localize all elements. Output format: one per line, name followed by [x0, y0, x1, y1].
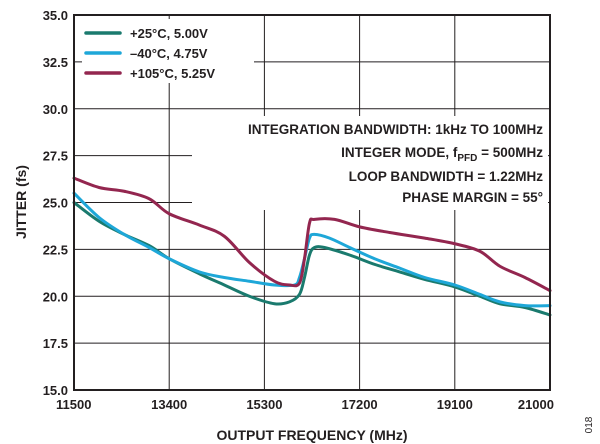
annotation-integer-mode-prefix: INTEGER MODE, f	[341, 145, 458, 160]
y-tick-label: 27.5	[43, 149, 68, 164]
annotation-integration-bandwidth: INTEGRATION BANDWIDTH: 1kHz TO 100MHz	[248, 122, 543, 137]
y-tick-label: 20.0	[43, 289, 68, 304]
legend-label-1: +25°C, 5.00V	[130, 26, 208, 41]
x-tick-label: 19100	[437, 397, 473, 412]
legend-label-3: +105°C, 5.25V	[130, 66, 215, 81]
y-axis-label: JITTER (fs)	[13, 165, 29, 239]
x-tick-label: 15300	[246, 397, 282, 412]
x-axis-label: OUTPUT FREQUENCY (MHz)	[216, 427, 407, 443]
y-tick-label: 15.0	[43, 383, 68, 398]
series-layer	[72, 176, 552, 317]
annotation-background	[192, 116, 548, 210]
plot-frame	[73, 14, 551, 391]
x-axis-ticks: 11500 13400 15300 17200 19100 21000	[56, 397, 554, 412]
y-tick-label: 35.0	[43, 8, 68, 23]
legend-label-2: –40°C, 4.75V	[130, 46, 208, 61]
annotation-pfd-subscript: PFD	[457, 153, 477, 164]
x-tick-label: 17200	[342, 397, 378, 412]
y-tick-label: 17.5	[43, 336, 68, 351]
y-tick-label: 22.5	[43, 242, 68, 257]
x-tick-label: 21000	[518, 397, 554, 412]
y-tick-label: 25.0	[43, 196, 68, 211]
legend: +25°C, 5.00V –40°C, 4.75V +105°C, 5.25V	[82, 19, 254, 83]
y-tick-label: 32.5	[43, 55, 68, 70]
series-line-3	[72, 176, 552, 293]
annotation-integer-mode-suffix: = 500MHz	[477, 145, 543, 160]
figure-id: 018	[584, 416, 595, 433]
annotation-loop-bandwidth: LOOP BANDWIDTH = 1.22MHz	[349, 169, 544, 184]
annotation-phase-margin: PHASE MARGIN = 55°	[402, 190, 543, 205]
y-axis-ticks: 15.0 17.5 20.0 22.5 25.0 27.5 30.0 32.5 35.0	[43, 8, 68, 398]
annotation-integer-mode: INTEGER MODE, fPFD = 500MHz	[341, 145, 543, 164]
annotation-box: INTEGRATION BANDWIDTH: 1kHz TO 100MHz IN…	[192, 116, 548, 210]
x-tick-label: 11500	[56, 397, 91, 412]
x-tick-label: 13400	[151, 397, 187, 412]
y-tick-label: 30.0	[43, 102, 68, 117]
